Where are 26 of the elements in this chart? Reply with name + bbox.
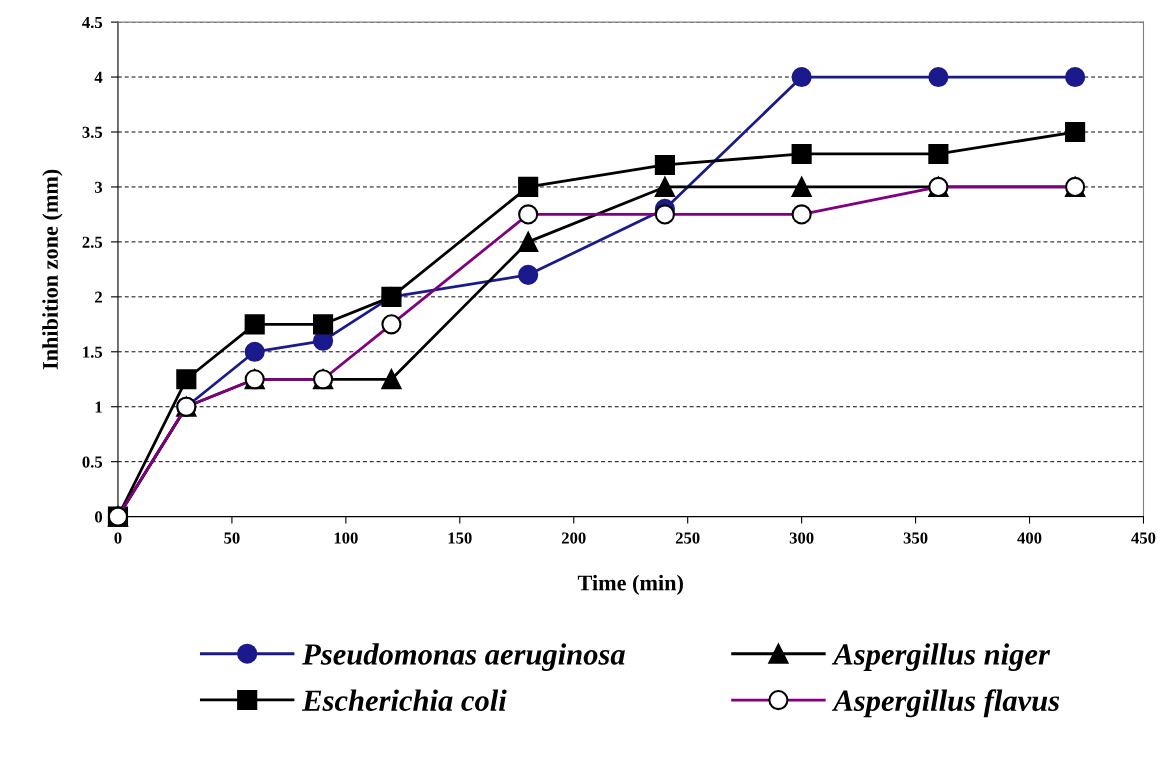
y-tick-label: 1.5: [83, 346, 103, 358]
y-tick-label: 1: [95, 401, 102, 413]
y-axis-title: Inhibition zone (mm): [42, 169, 63, 370]
legend-label: Aspergillus niger: [831, 643, 1051, 671]
x-tick-label: 150: [448, 532, 472, 544]
y-tick-label: 3: [94, 181, 103, 193]
legend-label: Pseudomonas aeruginosa: [302, 643, 625, 671]
x-tick-label: 350: [903, 532, 928, 544]
x-tick-label: 100: [334, 532, 358, 544]
legend-label: Escherichia coli: [301, 689, 507, 711]
y-tick-label: 2: [95, 291, 102, 303]
y-tick-label: 2.5: [82, 236, 103, 248]
y-tick-label: 0: [94, 511, 103, 523]
y-tick-label: 4.5: [82, 16, 103, 29]
x-tick-label: 50: [224, 532, 240, 544]
x-tick-label: 0: [114, 532, 122, 544]
x-axis-title: Time (min): [577, 574, 683, 595]
x-tick-label: 400: [1017, 532, 1042, 544]
x-tick-label: 200: [561, 532, 586, 544]
legend-label: Aspergillus flavus: [831, 689, 1060, 718]
y-tick-label: 4: [94, 71, 103, 83]
y-tick-label: 3.5: [82, 126, 103, 139]
x-tick-label: 250: [675, 532, 700, 544]
x-tick-label: 300: [789, 532, 814, 544]
x-tick-label: 450: [1131, 532, 1156, 544]
y-tick-label: 0.5: [82, 456, 103, 468]
